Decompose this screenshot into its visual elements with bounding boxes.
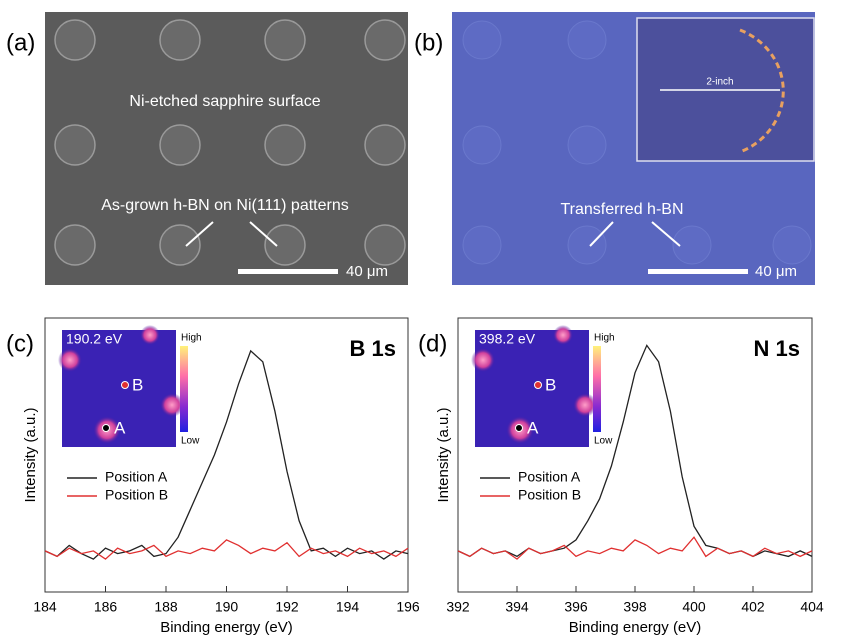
map-energy: 398.2 eV bbox=[479, 331, 536, 347]
wafer-edge bbox=[739, 28, 785, 154]
inset-label: 2-inch bbox=[706, 77, 733, 88]
map-energy: 190.2 eV bbox=[66, 331, 123, 347]
map-blob bbox=[553, 325, 573, 345]
pattern-dot bbox=[54, 19, 96, 61]
pattern-dot bbox=[159, 224, 201, 266]
x-tick-label: 398 bbox=[623, 599, 647, 615]
panel-label: (a) bbox=[6, 29, 35, 56]
point-label: A bbox=[527, 418, 539, 437]
x-tick-label: 402 bbox=[741, 599, 765, 615]
pattern-dot bbox=[567, 20, 607, 60]
pattern-dot bbox=[672, 225, 712, 265]
x-tick-label: 184 bbox=[33, 599, 57, 615]
chart-title: N 1s bbox=[754, 336, 800, 361]
point-marker bbox=[515, 424, 523, 432]
scale-label: 40 μm bbox=[346, 263, 388, 280]
panel-label: (c) bbox=[6, 330, 34, 357]
annotation: Transferred h-BN bbox=[561, 201, 684, 218]
point-marker bbox=[121, 381, 129, 389]
pattern-dot bbox=[567, 225, 607, 265]
pattern-dot bbox=[772, 225, 812, 265]
pattern-dot bbox=[159, 124, 201, 166]
arrow bbox=[589, 221, 614, 247]
pattern-dot bbox=[264, 224, 306, 266]
pattern-dot bbox=[54, 124, 96, 166]
line-series bbox=[44, 349, 409, 560]
pattern-dot bbox=[159, 19, 201, 61]
pattern-dot bbox=[364, 124, 406, 166]
x-tick-label: 392 bbox=[446, 599, 470, 615]
x-tick-label: 186 bbox=[94, 599, 118, 615]
colorbar-low: Low bbox=[594, 436, 613, 447]
annotation: As-grown h-BN on Ni(111) patterns bbox=[101, 197, 349, 214]
x-tick-label: 400 bbox=[682, 599, 706, 615]
x-tick-label: 194 bbox=[336, 599, 360, 615]
pattern-dot bbox=[364, 224, 406, 266]
map-blob bbox=[58, 348, 82, 372]
pattern-dot bbox=[462, 20, 502, 60]
pattern-dot bbox=[54, 224, 96, 266]
pattern-dot bbox=[462, 125, 502, 165]
arrow bbox=[185, 221, 214, 247]
arrow bbox=[651, 221, 681, 247]
legend-label: Position A bbox=[105, 469, 168, 485]
pattern-dot bbox=[264, 124, 306, 166]
point-label: A bbox=[114, 418, 126, 437]
point-label: B bbox=[545, 375, 556, 394]
x-tick-label: 190 bbox=[215, 599, 239, 615]
arrow bbox=[249, 221, 278, 247]
legend-label: Position A bbox=[518, 469, 581, 485]
map-blob bbox=[471, 348, 495, 372]
x-tick-label: 396 bbox=[564, 599, 588, 615]
legend-label: Position B bbox=[105, 487, 168, 503]
scale-bar bbox=[238, 269, 338, 274]
annotation: Ni-etched sapphire surface bbox=[129, 93, 320, 110]
scale-bar bbox=[648, 269, 748, 274]
colorbar-high: High bbox=[181, 333, 202, 344]
x-axis-label: Binding energy (eV) bbox=[160, 619, 293, 636]
panel-label: (b) bbox=[414, 29, 443, 56]
sem-image bbox=[45, 12, 408, 285]
map-blob bbox=[140, 325, 160, 345]
colorbar bbox=[180, 346, 188, 432]
scale-label: 40 μm bbox=[755, 263, 797, 280]
chart-title: B 1s bbox=[350, 336, 396, 361]
x-tick-label: 188 bbox=[154, 599, 178, 615]
x-tick-label: 394 bbox=[505, 599, 529, 615]
point-label: B bbox=[132, 375, 143, 394]
legend-label: Position B bbox=[518, 487, 581, 503]
panel-label: (d) bbox=[418, 330, 447, 357]
y-axis-label: Intensity (a.u.) bbox=[435, 407, 452, 502]
x-tick-label: 404 bbox=[800, 599, 824, 615]
x-tick-label: 192 bbox=[275, 599, 299, 615]
map-blob bbox=[573, 393, 597, 417]
point-marker bbox=[534, 381, 542, 389]
x-axis-label: Binding energy (eV) bbox=[569, 619, 702, 636]
colorbar bbox=[593, 346, 601, 432]
pattern-dot bbox=[364, 19, 406, 61]
line-series bbox=[44, 539, 409, 560]
pattern-dot bbox=[264, 19, 306, 61]
colorbar-high: High bbox=[594, 333, 615, 344]
line-series bbox=[457, 536, 813, 560]
point-marker bbox=[102, 424, 110, 432]
y-axis-label: Intensity (a.u.) bbox=[22, 407, 39, 502]
pattern-dot bbox=[462, 225, 502, 265]
pattern-dot bbox=[567, 125, 607, 165]
map-blob bbox=[160, 393, 184, 417]
x-tick-label: 196 bbox=[396, 599, 420, 615]
colorbar-low: Low bbox=[181, 436, 200, 447]
